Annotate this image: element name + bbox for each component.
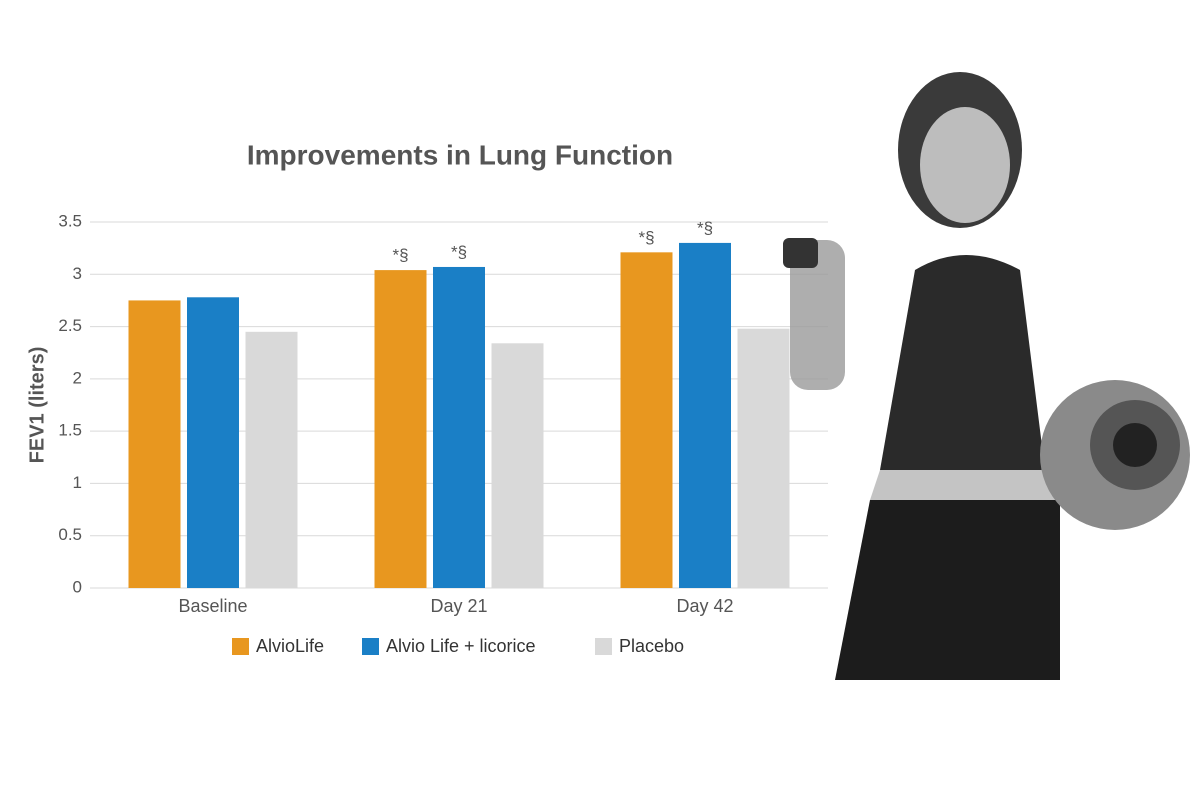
y-tick-label: 3: [73, 264, 82, 283]
legend-label: Placebo: [619, 636, 684, 656]
x-tick-label: Day 42: [676, 596, 733, 616]
legend-swatch: [595, 638, 612, 655]
bar: [679, 242, 731, 588]
legend-label: AlvioLife: [256, 636, 324, 656]
y-tick-label: 1.5: [58, 421, 82, 440]
y-axis-label: FEV1 (liters): [26, 347, 48, 464]
bar: [491, 343, 544, 588]
bar: [433, 266, 485, 588]
bar-annotation: *§: [697, 218, 713, 237]
y-tick-label: 0: [73, 577, 82, 596]
bar: [620, 252, 673, 588]
x-tick-label: Baseline: [178, 596, 247, 616]
legend-swatch: [362, 638, 379, 655]
photo: [783, 72, 1190, 680]
bar-annotation: *§: [638, 228, 654, 247]
bar: [374, 270, 427, 588]
legend-label: Alvio Life + licorice: [386, 636, 536, 656]
bar-annotation: *§: [451, 242, 467, 261]
y-tick-label: 1: [73, 473, 82, 492]
x-tick-label: Day 21: [430, 596, 487, 616]
bar: [187, 297, 239, 588]
y-tick-label: 0.5: [58, 525, 82, 544]
bar: [128, 300, 181, 588]
bar: [245, 331, 298, 588]
legend-swatch: [232, 638, 249, 655]
bar: [737, 328, 790, 588]
y-tick-label: 3.5: [58, 211, 82, 230]
chart-title: Improvements in Lung Function: [247, 139, 673, 170]
bar-annotation: *§: [392, 246, 408, 265]
y-tick-label: 2: [73, 368, 82, 387]
y-tick-label: 2.5: [58, 316, 82, 335]
